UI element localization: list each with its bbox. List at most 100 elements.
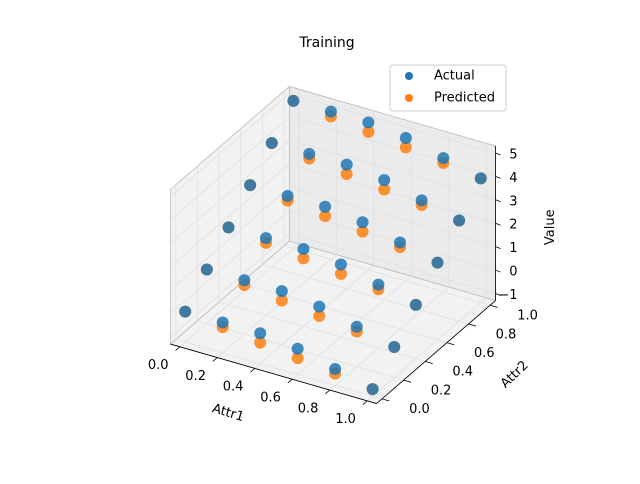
point: [319, 200, 332, 213]
x-tick: [250, 368, 256, 373]
legend-label: Predicted: [434, 91, 495, 106]
point: [244, 179, 257, 192]
x-tick-label: 0.6: [260, 390, 281, 405]
point: [453, 214, 466, 227]
legend-marker: [405, 94, 413, 102]
x-tick-label: 0.2: [185, 369, 206, 384]
grid-line: [179, 243, 300, 348]
grid-line: [289, 186, 496, 248]
y-tick: [425, 361, 433, 364]
point: [238, 274, 251, 287]
y-tick: [490, 304, 498, 308]
y-tick: [446, 342, 455, 346]
labels: 0.00.20.40.60.81.00.00.20.40.60.81.0−101…: [148, 145, 558, 427]
grid-line: [240, 282, 447, 344]
z-tick: [495, 199, 501, 203]
z-tick-label: 5: [509, 147, 517, 162]
grid-line: [366, 297, 487, 402]
point: [291, 352, 304, 365]
grid-line: [170, 163, 290, 268]
point: [179, 305, 192, 318]
grid-line: [289, 116, 496, 177]
point: [378, 183, 391, 196]
point: [474, 172, 487, 185]
grid-line: [329, 286, 449, 391]
point: [297, 242, 310, 255]
point: [372, 278, 385, 291]
x-tick-label: 0.8: [298, 401, 319, 416]
z-axis-label: Value: [543, 209, 558, 245]
grid-line: [170, 93, 290, 197]
x-tick: [287, 378, 293, 384]
point: [409, 298, 422, 311]
y-axis-label: Attr2: [498, 358, 532, 391]
point: [378, 174, 391, 187]
point: [356, 225, 369, 238]
x-axis-line: [170, 343, 377, 404]
point: [297, 252, 310, 265]
point: [324, 105, 337, 118]
point: [281, 189, 294, 202]
y-tick-label: 1.0: [517, 309, 538, 324]
z-tick: [495, 176, 501, 179]
point: [431, 256, 444, 269]
point: [334, 267, 347, 280]
point: [291, 342, 304, 355]
point: [275, 285, 288, 298]
y-tick-label: 0.0: [409, 402, 430, 417]
points: [179, 94, 487, 396]
point: [254, 327, 267, 340]
point: [366, 383, 379, 396]
grid-line: [289, 139, 496, 201]
point: [362, 125, 375, 138]
z-tick-label: 2: [509, 218, 517, 233]
point: [275, 294, 288, 307]
point: [350, 320, 363, 333]
point: [319, 210, 332, 223]
y-tick-label: 0.4: [452, 365, 473, 380]
point: [415, 194, 428, 207]
axes-panes: [169, 85, 497, 405]
grid-line: [170, 210, 290, 314]
y-tick-label: 0.8: [496, 327, 517, 342]
grid-line: [289, 93, 496, 154]
point: [340, 158, 353, 171]
point: [303, 147, 316, 160]
x-axis-label: Attr1: [210, 401, 245, 425]
y-tick: [381, 398, 390, 402]
grid-line: [217, 254, 337, 358]
x-tick: [175, 346, 181, 351]
point: [394, 236, 407, 249]
legend-label: Actual: [434, 69, 475, 84]
y-tick-label: 0.2: [431, 383, 452, 398]
point: [222, 221, 235, 234]
legend-marker: [405, 72, 413, 80]
z-tick-label: −1: [498, 288, 517, 303]
point: [259, 232, 272, 245]
z-tick: [495, 246, 501, 250]
z-tick-label: 0: [509, 265, 517, 280]
legend: Actual Predicted: [389, 64, 507, 112]
point: [399, 141, 412, 154]
point: [216, 316, 229, 329]
point: [200, 263, 213, 276]
z-tick-label: 1: [509, 241, 517, 256]
y-tick: [403, 379, 412, 383]
point: [334, 258, 347, 271]
chart-title: Training: [298, 35, 354, 51]
grid-line: [289, 233, 496, 294]
z-tick-label: 3: [509, 194, 517, 209]
x-tick-label: 0.4: [223, 380, 244, 395]
x-tick-label: 1.0: [335, 412, 356, 427]
grid-line: [170, 233, 290, 338]
y-tick-label: 0.6: [474, 346, 495, 361]
x-tick: [325, 389, 330, 395]
x-tick-label: 0.0: [148, 358, 169, 373]
point: [287, 94, 300, 107]
point: [313, 300, 326, 313]
legend-box: [389, 64, 507, 112]
point: [356, 216, 369, 229]
grid-line: [289, 163, 496, 224]
